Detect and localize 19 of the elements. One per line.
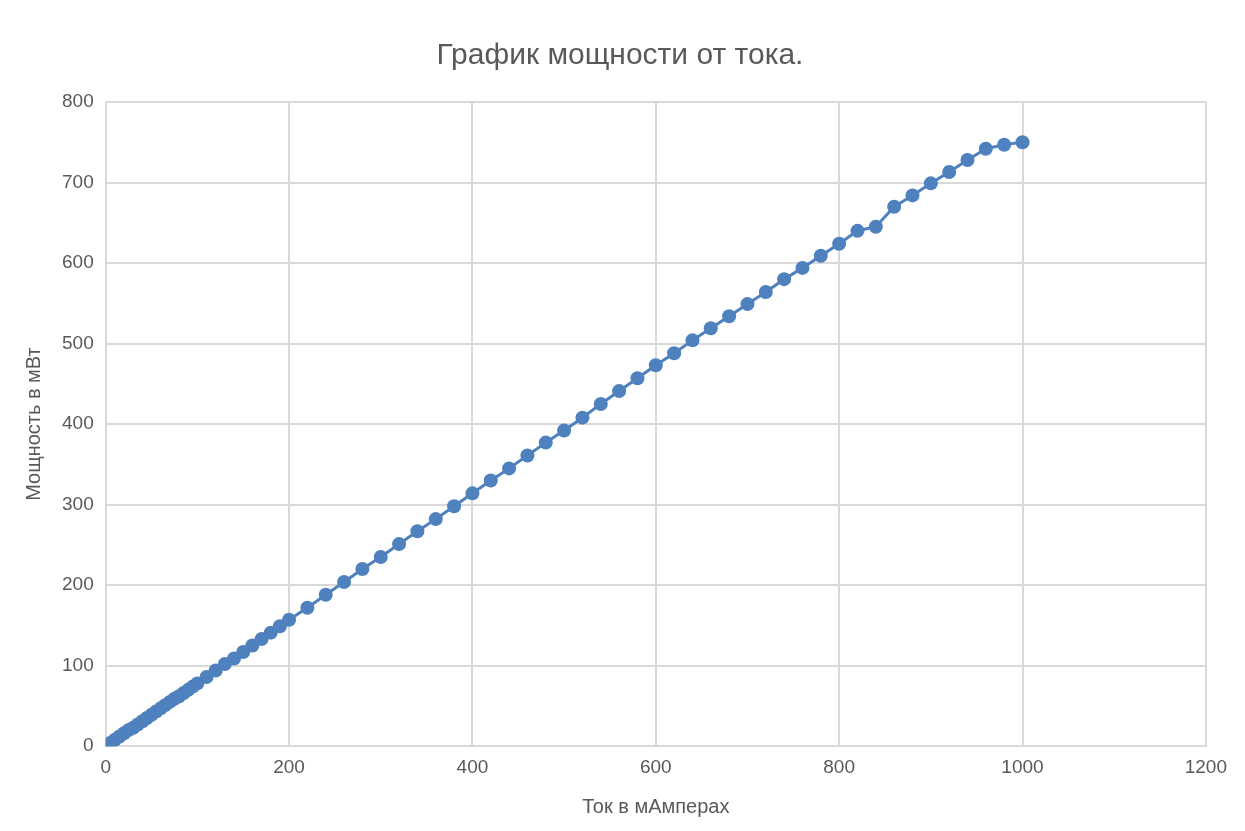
x-axis-title: Ток в мАмперах xyxy=(582,794,730,817)
x-tick-label: 200 xyxy=(273,755,305,777)
x-tick-label: 0 xyxy=(100,755,111,777)
y-tick-label: 200 xyxy=(62,573,94,595)
x-tick-label: 800 xyxy=(823,755,855,777)
y-tick-label: 500 xyxy=(62,331,94,353)
y-tick-label: 800 xyxy=(62,90,94,112)
y-tick-label: 700 xyxy=(62,170,94,192)
chart-title: График мощности от тока. xyxy=(436,37,804,71)
y-tick-label: 600 xyxy=(62,251,94,273)
x-tick-label: 1000 xyxy=(1001,755,1044,777)
x-tick-label: 400 xyxy=(456,755,489,777)
y-tick-label: 100 xyxy=(62,653,94,675)
x-tick-label: 600 xyxy=(639,755,672,777)
y-tick-label: 300 xyxy=(62,492,94,514)
y-tick-label: 400 xyxy=(62,412,94,434)
y-tick-label: 0 xyxy=(83,734,94,756)
x-tick-label: 1200 xyxy=(1184,755,1228,777)
y-axis-title: Мощность в мВт xyxy=(21,347,44,501)
